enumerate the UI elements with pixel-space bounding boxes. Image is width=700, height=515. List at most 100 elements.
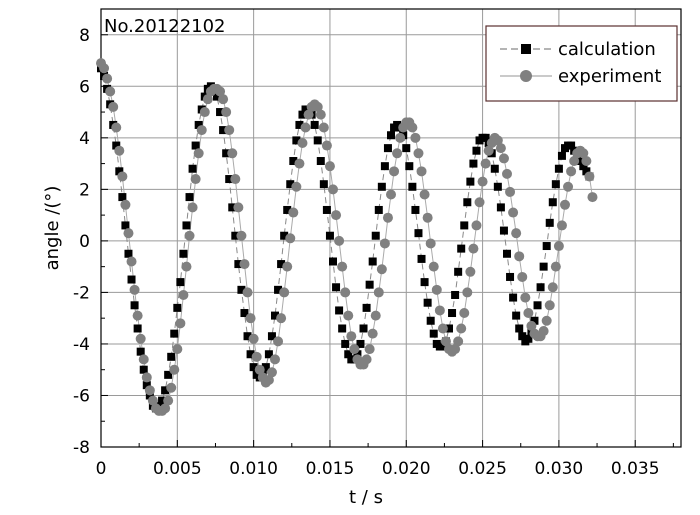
calculation-point [533, 301, 542, 310]
calculation-point [371, 231, 380, 240]
calculation-point [225, 175, 234, 184]
legend-calculation-label: calculation [558, 39, 656, 60]
calculation-point [338, 324, 347, 333]
calculation-point [289, 157, 298, 166]
calculation-point [454, 267, 463, 276]
calculation-point [249, 363, 258, 372]
experiment-point [102, 73, 113, 84]
experiment-point [300, 122, 311, 133]
experiment-point [410, 132, 421, 143]
calculation-point [277, 260, 286, 269]
experiment-point [386, 189, 396, 200]
calculation-point [466, 177, 475, 186]
experiment-point [544, 300, 555, 311]
y-tick-label: -6 [73, 386, 90, 406]
calculation-point [194, 120, 203, 129]
axis-ticks: 0 0.005 0.010 0.015 0.020 0.025 0.030 0.035 -8 -6… [73, 26, 674, 479]
experiment-point [538, 326, 549, 337]
experiment-point [560, 199, 570, 210]
experiment-point [468, 243, 479, 254]
calculation-point [356, 339, 365, 348]
experiment-point [270, 354, 280, 365]
calculation-point [353, 350, 362, 359]
experiment-point [477, 176, 488, 187]
calculation-point [402, 144, 411, 153]
calculation-point [518, 332, 527, 341]
experiment-point [193, 148, 204, 159]
experiment-point [233, 202, 244, 213]
experiment-point [221, 107, 232, 118]
experiment-point [431, 284, 442, 295]
experiment-point [117, 171, 128, 182]
experiment-point [166, 382, 177, 393]
experiment-point [248, 333, 259, 344]
y-tick-label: -2 [73, 283, 90, 303]
experiment-point [251, 351, 262, 362]
experiment-point [373, 287, 384, 298]
calculation-point [506, 272, 515, 281]
y-tick-label: -8 [73, 438, 90, 458]
legend-experiment-label: experiment [558, 66, 661, 87]
calculation-line [100, 68, 590, 410]
experiment-point [492, 135, 503, 146]
experiment-point [389, 166, 400, 177]
calculation-point [228, 203, 237, 212]
experiment-point [563, 181, 574, 192]
calculation-point [472, 146, 481, 155]
calculation-point [509, 293, 518, 302]
calculation-point [536, 283, 545, 292]
experiment-point [587, 192, 598, 203]
experiment-point [502, 168, 512, 179]
calculation-point [512, 311, 521, 320]
calculation-point [246, 350, 255, 359]
x-tick-label: 0.015 [306, 459, 355, 479]
experiment-point [422, 212, 433, 223]
experiment-point [178, 289, 189, 300]
experiment-point [199, 107, 210, 118]
experiment-point [370, 310, 381, 321]
experiment-point [514, 251, 525, 262]
experiment-point [419, 189, 430, 200]
calculation-point [313, 136, 322, 145]
calculation-point [271, 311, 279, 320]
calculation-point [161, 386, 170, 395]
calculation-point [332, 283, 341, 292]
calculation-point [576, 157, 585, 166]
experiment-point [553, 241, 564, 252]
experiment-point [498, 153, 509, 164]
calculation-point [515, 324, 524, 333]
experiment-point [395, 132, 406, 143]
experiment-point [584, 171, 595, 182]
calculation-point [219, 126, 228, 135]
calculation-point [176, 278, 185, 287]
calculation-point [264, 350, 273, 359]
experiment-point [187, 202, 198, 213]
calculation-point [582, 167, 591, 176]
calculation-point [325, 231, 334, 240]
chart-annotation: No.20122102 [104, 16, 226, 37]
calculation-point [359, 324, 368, 333]
calculation-point [283, 205, 292, 214]
calculation-point [539, 262, 548, 271]
calculation-point [133, 324, 142, 333]
calculation-point [344, 350, 353, 359]
calculation-point [280, 231, 289, 240]
experiment-point [541, 315, 552, 326]
x-tick-label: 0.010 [229, 459, 278, 479]
calculation-point [213, 92, 221, 101]
experiment-point [276, 313, 287, 324]
experiment-point [434, 305, 445, 316]
calculation-point [121, 221, 130, 230]
experiment-point [392, 148, 403, 159]
experiment-point [236, 230, 247, 241]
experiment-point [508, 207, 519, 218]
calculation-point [554, 164, 563, 173]
calculation-point [322, 205, 331, 214]
calculation-point [362, 303, 371, 312]
y-tick-label: 0 [79, 232, 90, 252]
experiment-point [328, 184, 338, 195]
calculation-point [130, 301, 139, 310]
calculation-point [185, 193, 194, 202]
experiment-point [321, 140, 332, 151]
x-tick-label: 0.035 [611, 459, 660, 479]
